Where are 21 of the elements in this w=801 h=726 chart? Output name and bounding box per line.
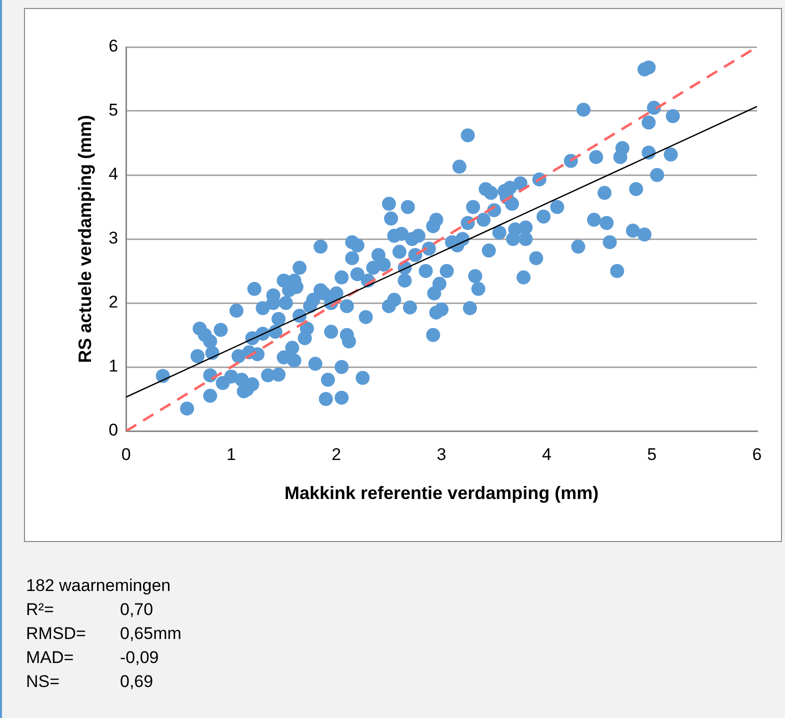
text: MAD= -0,09 bbox=[26, 648, 159, 667]
x-tick-label: 0 bbox=[121, 444, 131, 464]
x-tick-label: 1 bbox=[226, 444, 236, 464]
y-tick-label: 4 bbox=[108, 164, 118, 184]
x-tick-label: 4 bbox=[542, 444, 552, 464]
y-tick-label: 0 bbox=[108, 420, 118, 440]
text: RMSD= 0,65mm bbox=[26, 624, 182, 643]
text: NS= 0,69 bbox=[26, 672, 154, 691]
text: 182 waarnemingen bbox=[26, 575, 172, 597]
x-tick-label: 3 bbox=[436, 444, 446, 464]
x-tick-label: 6 bbox=[752, 444, 762, 464]
x-tick-label: 2 bbox=[332, 444, 342, 464]
y-tick-label: 1 bbox=[108, 356, 118, 376]
x-tick-label: 5 bbox=[647, 444, 657, 464]
x-axis-title: Makkink referentie verdamping (mm) bbox=[284, 483, 599, 504]
y-tick-label: 2 bbox=[108, 292, 118, 312]
y-axis-title: RS actuele verdamping (mm) bbox=[74, 114, 95, 364]
y-tick-label: 5 bbox=[108, 100, 118, 120]
y-tick-label: 6 bbox=[108, 36, 118, 56]
text: R²= 0,70 bbox=[26, 600, 154, 619]
y-tick-label: 3 bbox=[108, 228, 118, 248]
